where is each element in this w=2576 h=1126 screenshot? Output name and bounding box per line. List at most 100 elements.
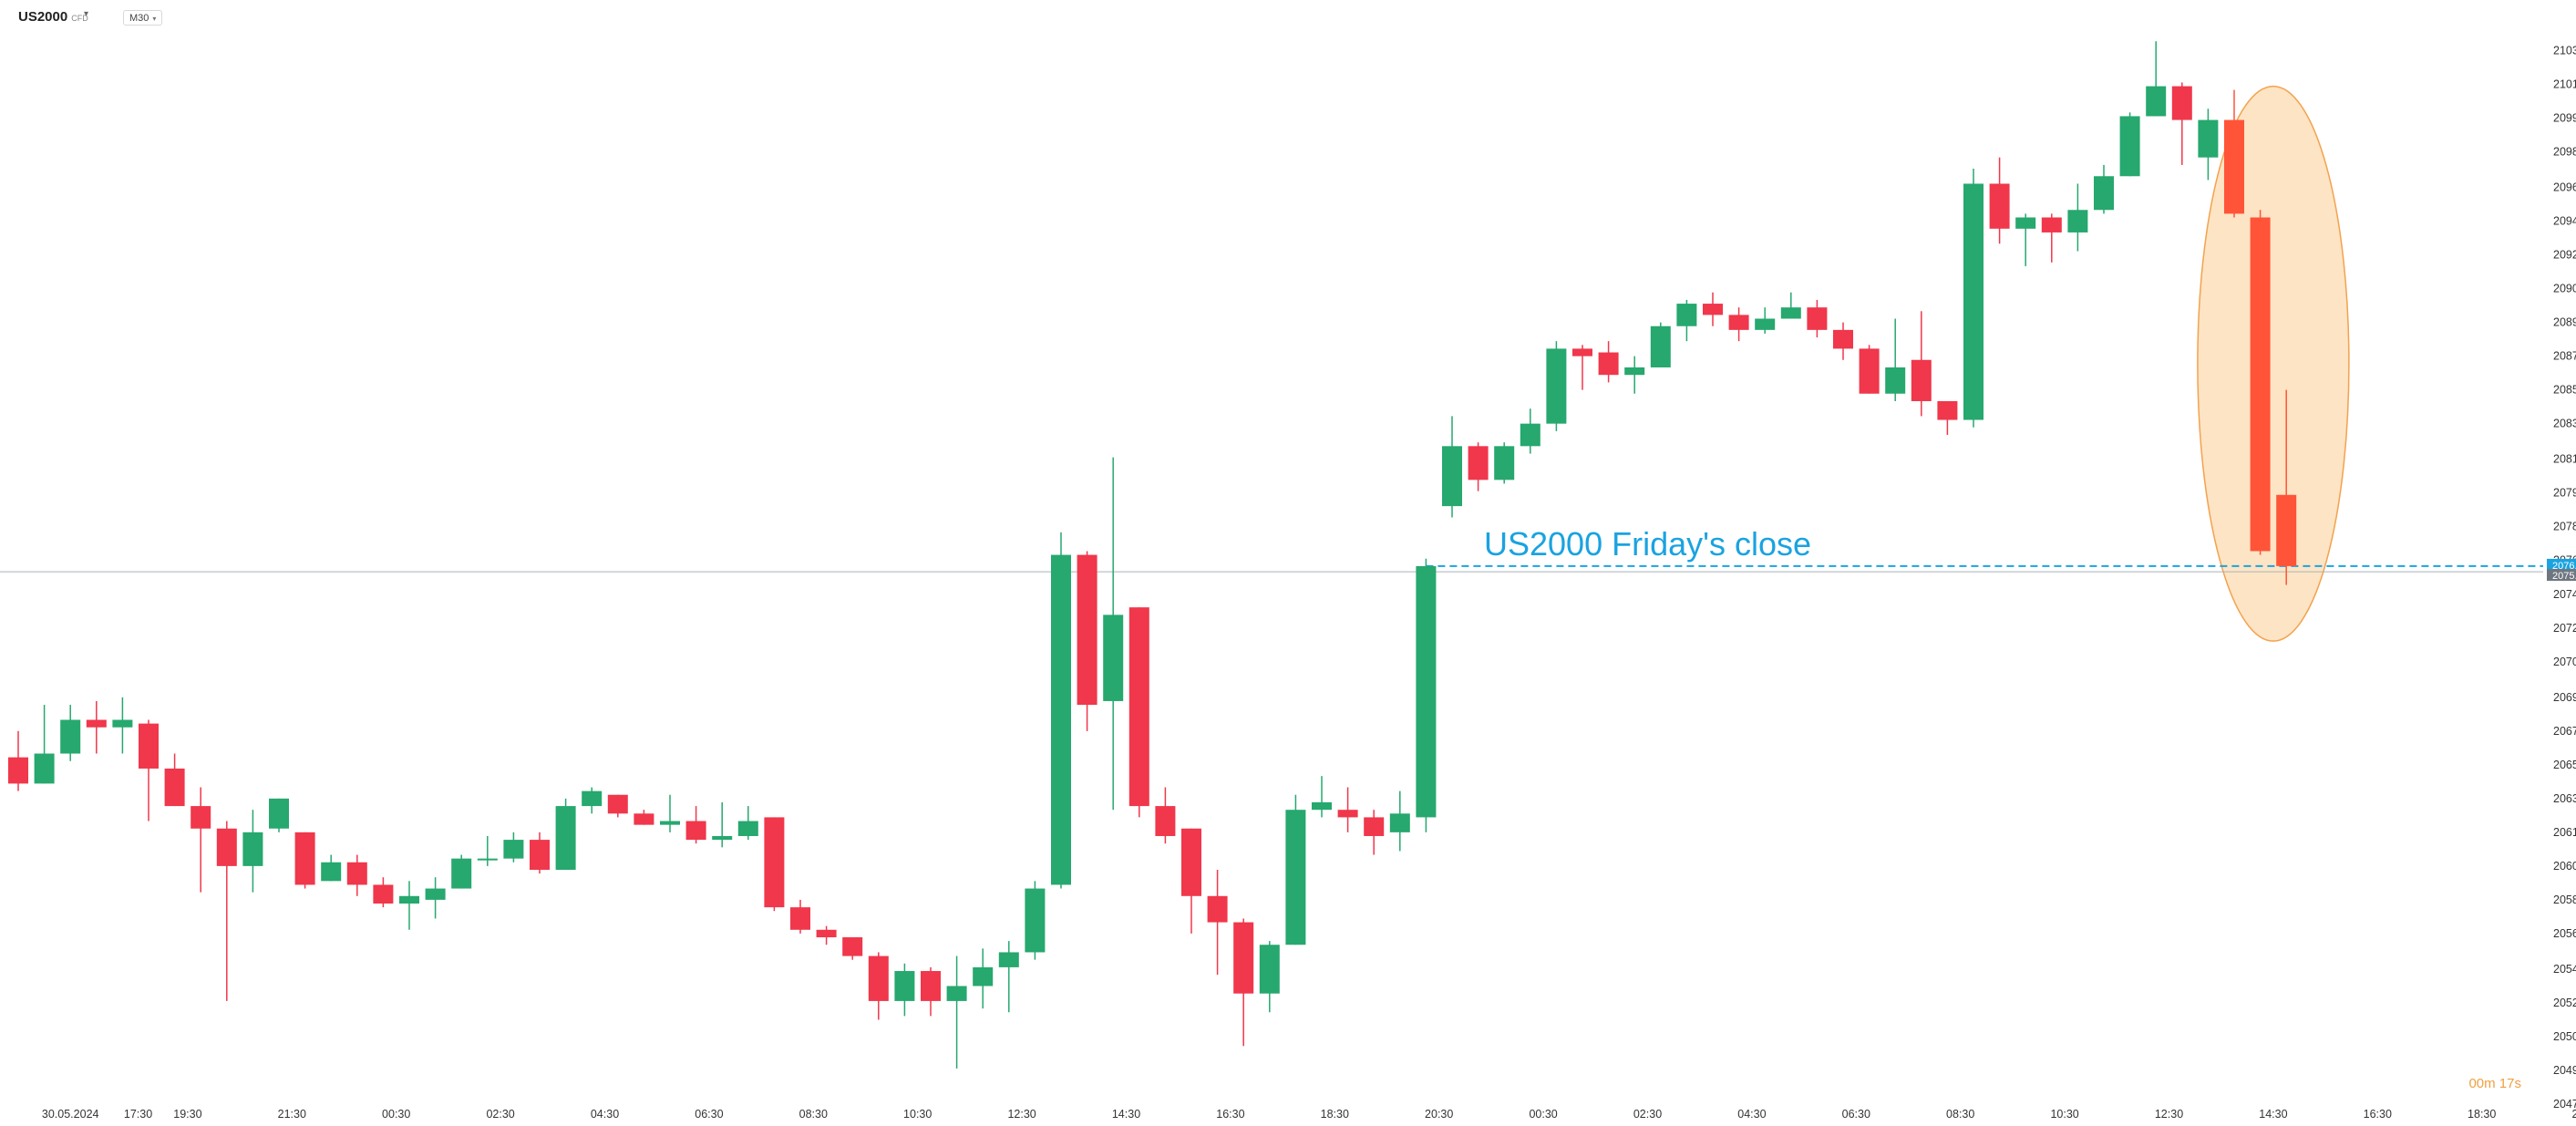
candle-body bbox=[998, 952, 1019, 967]
symbol-name: US2000 bbox=[18, 9, 68, 25]
candle-body bbox=[451, 858, 472, 889]
y-tick-label: 2083.6 bbox=[2553, 418, 2576, 430]
candle bbox=[399, 881, 419, 930]
candle bbox=[894, 963, 915, 1017]
symbol-selector[interactable]: US2000 CFD bbox=[18, 9, 88, 25]
candle bbox=[321, 854, 342, 882]
candle bbox=[607, 794, 628, 818]
x-tick-label: 06:30 bbox=[695, 1108, 723, 1121]
candle bbox=[660, 794, 680, 832]
price-tags: 2076.0 2075.7 bbox=[2547, 558, 2576, 582]
chart-toolbar: US2000 CFD ▾ M30 ▾ bbox=[0, 0, 729, 36]
candle-body bbox=[2198, 119, 2219, 158]
candle bbox=[1337, 787, 1358, 832]
y-tick-label: 2047.3 bbox=[2553, 1098, 2576, 1111]
candle bbox=[790, 899, 810, 934]
y-tick-label: 2050.9 bbox=[2553, 1030, 2576, 1043]
candle-body bbox=[477, 858, 498, 861]
candle bbox=[685, 806, 706, 844]
candle-body bbox=[1676, 304, 1697, 326]
candle-body bbox=[242, 832, 263, 866]
y-tick-label: 2098.1 bbox=[2553, 146, 2576, 159]
candle bbox=[503, 832, 524, 863]
candle bbox=[1155, 787, 1176, 844]
candle-body bbox=[112, 719, 133, 728]
candle bbox=[1807, 299, 1828, 338]
friday-close-price-tag-bg bbox=[2547, 558, 2576, 571]
candle bbox=[269, 798, 289, 832]
timeframe-selector[interactable]: M30 ▾ bbox=[123, 10, 163, 26]
candle bbox=[764, 817, 785, 912]
highlight-ellipse bbox=[2197, 85, 2350, 642]
candle-body bbox=[1494, 446, 1515, 480]
candle-body bbox=[346, 862, 367, 885]
x-tick-label: 19:30 bbox=[173, 1108, 201, 1121]
candle-body bbox=[1598, 352, 1619, 376]
candle-body bbox=[921, 971, 941, 1001]
x-tick-label: 10:30 bbox=[903, 1108, 932, 1121]
y-tick-label: 2061.8 bbox=[2553, 826, 2576, 839]
candle bbox=[1364, 810, 1385, 855]
candle bbox=[373, 877, 394, 908]
candle-body bbox=[530, 840, 550, 870]
candle-body bbox=[790, 907, 810, 930]
x-tick-label: 17:30 bbox=[124, 1108, 152, 1121]
candle-body bbox=[1416, 565, 1437, 818]
candle-body bbox=[1937, 400, 1958, 420]
candle-body bbox=[1442, 446, 1462, 507]
candle bbox=[139, 719, 159, 821]
timeframe-label: M30 bbox=[129, 13, 149, 24]
candle bbox=[1963, 169, 1984, 428]
candle-body bbox=[503, 840, 524, 859]
candle bbox=[34, 705, 55, 784]
candle-body bbox=[269, 798, 289, 829]
y-tick-label: 2087.2 bbox=[2553, 350, 2576, 363]
symbol-dropdown-icon[interactable]: ▾ bbox=[84, 9, 89, 19]
candle-body bbox=[842, 937, 863, 956]
candle-body bbox=[1103, 615, 1124, 701]
candle-body bbox=[2015, 217, 2036, 229]
current-price-tag-bg bbox=[2547, 569, 2576, 582]
friday-close-price-tag: 2076.0 bbox=[2552, 561, 2576, 572]
candle bbox=[2224, 89, 2244, 218]
candle bbox=[86, 700, 107, 754]
candle-body bbox=[399, 895, 419, 904]
candle bbox=[294, 832, 315, 889]
candle bbox=[1989, 157, 2010, 244]
candle bbox=[2067, 183, 2088, 252]
candle bbox=[737, 806, 758, 841]
candle-body bbox=[1624, 367, 1645, 376]
candle bbox=[842, 937, 863, 960]
candle bbox=[921, 966, 941, 1017]
candle-body bbox=[764, 817, 785, 908]
candle-body bbox=[2276, 494, 2297, 566]
candle-body bbox=[737, 821, 758, 836]
candle-body bbox=[425, 888, 446, 900]
candle bbox=[1572, 345, 1592, 390]
candle bbox=[2171, 82, 2192, 165]
y-tick-label: 2090.8 bbox=[2553, 283, 2576, 295]
candle bbox=[1207, 869, 1228, 976]
candle bbox=[582, 787, 603, 814]
y-tick-label: 2070.9 bbox=[2553, 656, 2576, 668]
candle-body bbox=[1885, 367, 1906, 394]
candle-body bbox=[685, 821, 706, 841]
x-tick-label: 14:30 bbox=[1112, 1108, 1140, 1121]
candle bbox=[2276, 389, 2297, 585]
y-tick-label: 2072.7 bbox=[2553, 622, 2576, 635]
y-tick-label: 2094.4 bbox=[2553, 215, 2576, 228]
x-tick-label: 08:30 bbox=[799, 1108, 828, 1121]
candle bbox=[1389, 790, 1410, 852]
candle bbox=[1911, 311, 1932, 417]
candle-body bbox=[1285, 810, 1306, 945]
y-tick-label: 2099.9 bbox=[2553, 112, 2576, 125]
x-tick-label: 02:30 bbox=[1633, 1108, 1662, 1121]
candle-body bbox=[946, 986, 967, 1001]
candle bbox=[1233, 918, 1254, 1047]
candle-body bbox=[1181, 828, 1201, 896]
y-tick-label: 2056.4 bbox=[2553, 927, 2576, 940]
candle-body bbox=[1728, 315, 1749, 330]
current-price-tag: 2075.7 bbox=[2552, 571, 2576, 582]
candle-body bbox=[2171, 86, 2192, 120]
